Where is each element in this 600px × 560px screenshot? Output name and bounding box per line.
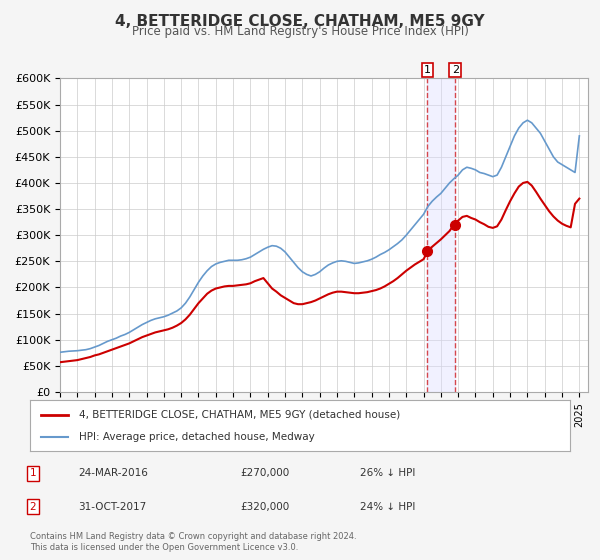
Bar [427, 78, 455, 392]
Text: Price paid vs. HM Land Registry's House Price Index (HPI): Price paid vs. HM Land Registry's House … [131, 25, 469, 38]
Text: 1: 1 [424, 66, 431, 75]
Text: 2: 2 [452, 66, 459, 75]
Text: 26% ↓ HPI: 26% ↓ HPI [360, 468, 415, 478]
Text: 24% ↓ HPI: 24% ↓ HPI [360, 502, 415, 512]
Text: 24-MAR-2016: 24-MAR-2016 [78, 468, 148, 478]
Text: 4, BETTERIDGE CLOSE, CHATHAM, ME5 9GY: 4, BETTERIDGE CLOSE, CHATHAM, ME5 9GY [115, 14, 485, 29]
Text: 1: 1 [29, 468, 37, 478]
Text: £320,000: £320,000 [240, 502, 289, 512]
Text: HPI: Average price, detached house, Medway: HPI: Average price, detached house, Medw… [79, 432, 314, 442]
Text: Contains HM Land Registry data © Crown copyright and database right 2024.
This d: Contains HM Land Registry data © Crown c… [30, 532, 356, 552]
Text: 31-OCT-2017: 31-OCT-2017 [78, 502, 146, 512]
Text: 4, BETTERIDGE CLOSE, CHATHAM, ME5 9GY (detached house): 4, BETTERIDGE CLOSE, CHATHAM, ME5 9GY (d… [79, 409, 400, 419]
Text: 2: 2 [29, 502, 37, 512]
Text: £270,000: £270,000 [240, 468, 289, 478]
